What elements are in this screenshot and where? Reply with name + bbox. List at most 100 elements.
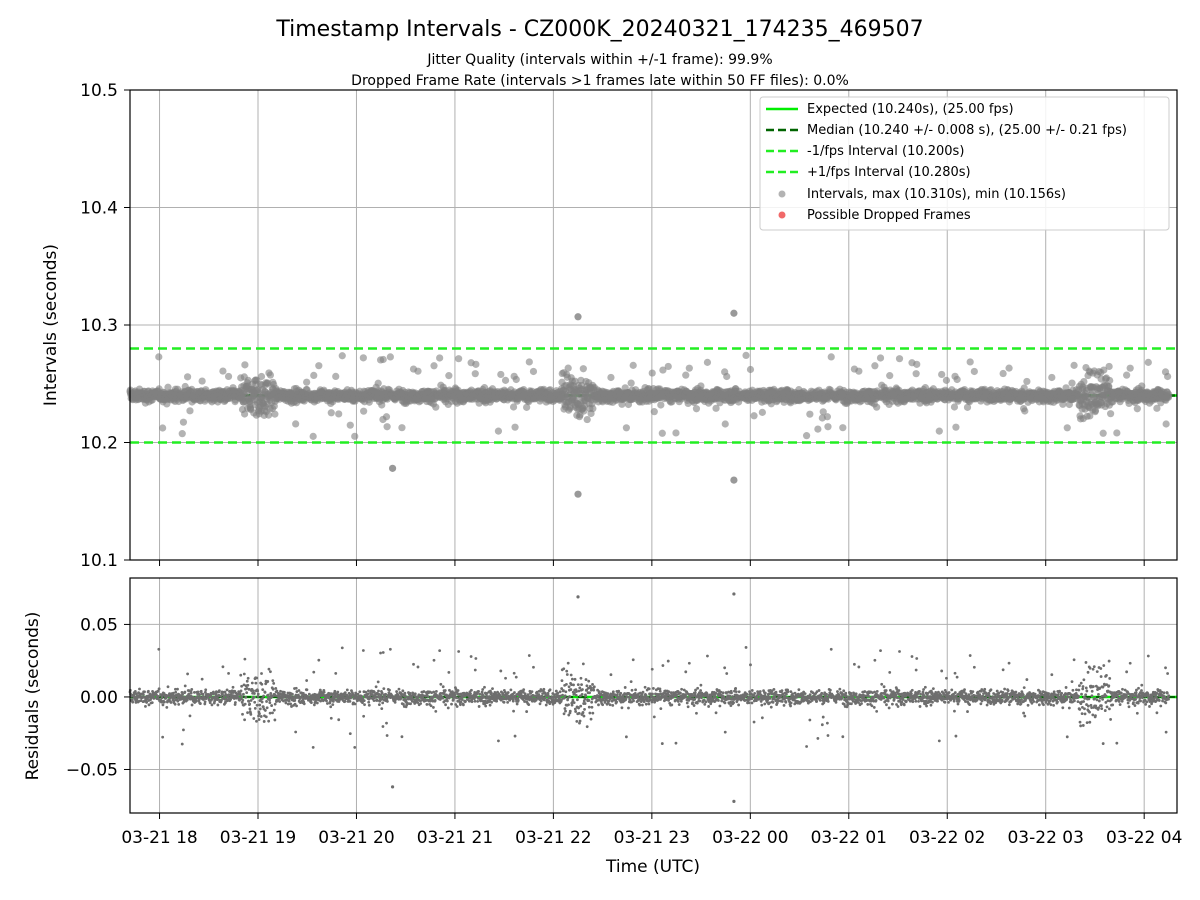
residual-point (173, 702, 177, 706)
residual-point (361, 649, 365, 652)
interval-point (723, 372, 731, 381)
residual-point (169, 701, 173, 704)
residual-point (470, 700, 474, 704)
residual-point (190, 688, 194, 691)
residual-point (388, 647, 392, 651)
residual-point (472, 697, 476, 701)
residual-point (157, 687, 161, 691)
residual-point (183, 684, 187, 688)
residual-point (525, 710, 529, 713)
interval-point (1164, 372, 1172, 381)
residual-point (522, 688, 526, 692)
chart-title: Timestamp Intervals - CZ000K_20240321_17… (275, 17, 923, 42)
interval-point (432, 403, 440, 411)
residual-point (419, 702, 423, 705)
interval-point (658, 429, 666, 437)
residual-point (144, 704, 147, 708)
interval-outlier-point (574, 313, 582, 321)
residual-point (243, 702, 247, 706)
residual-point (403, 691, 407, 695)
residual-point (348, 692, 352, 696)
residual-point (464, 699, 467, 703)
residual-point (293, 699, 297, 702)
residual-point (358, 690, 362, 694)
interval-point (1162, 420, 1170, 428)
residual-point (252, 689, 255, 693)
interval-point (1106, 376, 1114, 385)
residual-point (506, 700, 510, 704)
interval-point (382, 413, 391, 421)
residual-point (538, 702, 542, 706)
residual-point (270, 704, 274, 707)
residual-point (157, 647, 161, 651)
residual-point (439, 682, 443, 686)
residual-point (388, 688, 391, 692)
residual-point (336, 690, 340, 694)
residual-point (203, 700, 207, 704)
residual-point (477, 690, 480, 693)
residual-point (267, 667, 271, 671)
residual-point (309, 701, 313, 704)
residual-point (539, 688, 543, 691)
residual-point (147, 703, 151, 707)
interval-point (346, 421, 354, 429)
residual-point (434, 709, 438, 713)
interval-point (913, 360, 921, 368)
residual-point (287, 699, 291, 703)
interval-point (607, 373, 615, 382)
residual-point (331, 703, 335, 706)
residual-point (266, 693, 270, 697)
residual-point (480, 690, 484, 694)
residual-point (413, 692, 417, 696)
interval-point (648, 369, 656, 377)
residual-point (363, 703, 366, 707)
residual-point (443, 689, 447, 692)
residual-point (266, 680, 270, 683)
interval-point (682, 371, 690, 379)
interval-point (379, 355, 387, 364)
residual-point (166, 685, 170, 689)
interval-point (494, 427, 503, 435)
residual-point (284, 701, 288, 705)
residual-point (376, 680, 380, 684)
residual-point (268, 711, 272, 715)
interval-point (1005, 364, 1013, 372)
residual-point (502, 700, 506, 704)
residual-point (210, 703, 214, 707)
interval-point (629, 361, 637, 369)
residual-point (450, 702, 453, 706)
legend-swatch-dropped (778, 211, 786, 219)
residual-point (513, 734, 517, 738)
residual-point (353, 702, 357, 706)
residual-point (268, 698, 271, 702)
residual-point (255, 703, 259, 707)
residual-point (255, 676, 259, 680)
legend-swatch-intervals (778, 190, 786, 198)
residual-point (242, 692, 245, 696)
residual-point (381, 651, 385, 654)
residual-point (177, 702, 181, 706)
residual-point (512, 671, 516, 675)
residual-point (244, 695, 248, 699)
residual-point (527, 703, 531, 707)
residual-point (267, 719, 271, 723)
interval-point (627, 379, 635, 387)
residual-point (380, 707, 384, 711)
residual-point (257, 718, 261, 721)
residual-point (193, 691, 196, 694)
residual-point (444, 703, 447, 707)
residual-point (473, 668, 477, 672)
residual-point (271, 679, 275, 683)
residual-point (272, 708, 276, 712)
residual-point (337, 718, 341, 722)
residual-point (157, 694, 160, 698)
residual-point (253, 707, 257, 710)
residual-point (311, 746, 315, 749)
residual-point (233, 701, 237, 704)
residual-point (317, 696, 321, 700)
interval-point (338, 352, 346, 360)
residual-point (241, 712, 244, 716)
residual-point (273, 702, 277, 706)
interval-outlier-point (730, 476, 738, 484)
